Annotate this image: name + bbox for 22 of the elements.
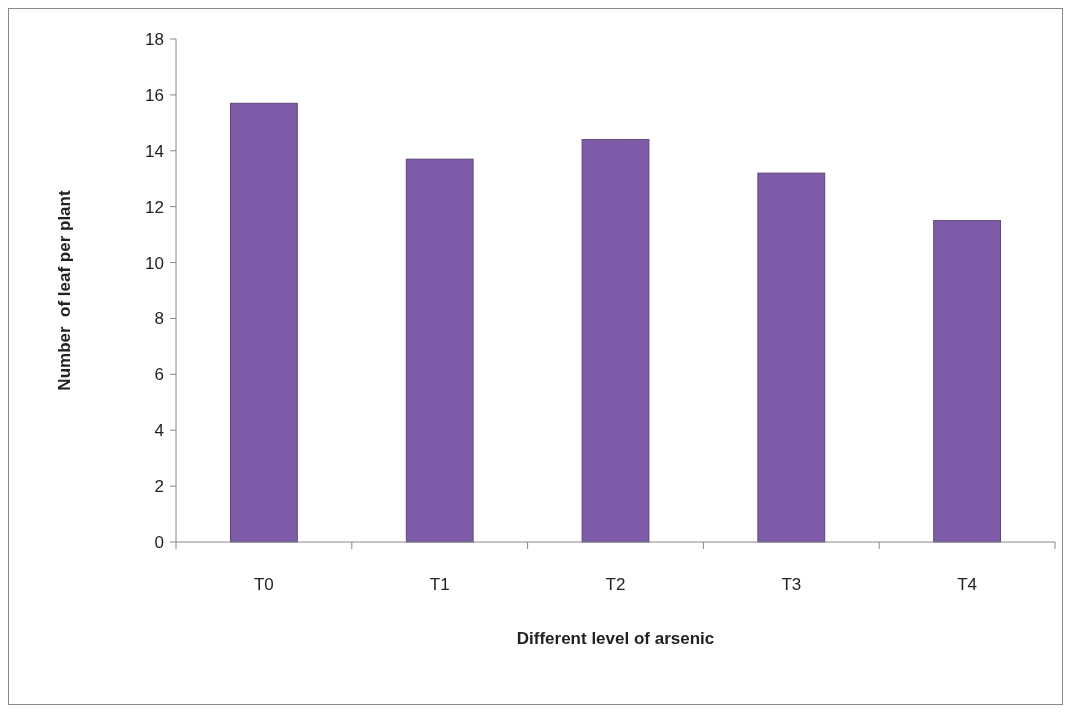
y-tick-label: 4 <box>154 421 164 441</box>
y-tick-label: 16 <box>145 85 164 105</box>
bar <box>757 172 826 543</box>
y-tick-label: 2 <box>154 477 164 497</box>
y-tick-label: 18 <box>145 29 164 49</box>
x-tick-label: T2 <box>605 575 626 594</box>
x-tick-label: T3 <box>781 575 802 594</box>
y-tick-label: 8 <box>154 309 164 329</box>
x-axis-title: Different level of arsenic <box>516 629 715 648</box>
x-tick-label: T0 <box>253 575 274 594</box>
y-tick-label: 14 <box>145 141 164 161</box>
y-axis-title: Number of leaf per plant <box>55 190 74 391</box>
bar <box>230 102 298 543</box>
x-tick-label: T4 <box>957 575 978 594</box>
y-tick-label: 6 <box>154 365 164 385</box>
y-tick-label: 10 <box>145 253 164 273</box>
bar <box>933 220 1001 543</box>
bar <box>405 158 474 543</box>
y-tick-label: 12 <box>145 197 164 217</box>
bar <box>581 139 650 543</box>
x-tick-label: T1 <box>429 575 450 594</box>
y-tick-label: 0 <box>154 532 164 552</box>
